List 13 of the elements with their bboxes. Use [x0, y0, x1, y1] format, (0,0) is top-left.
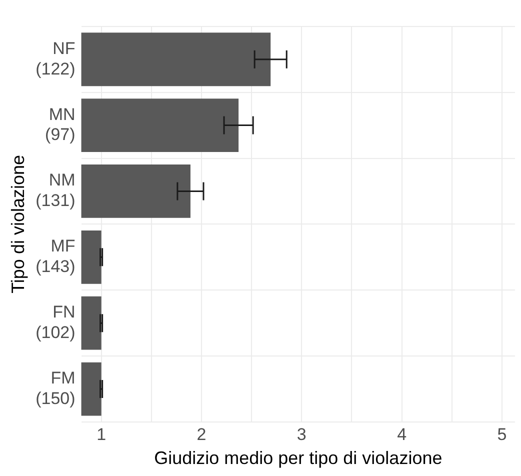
x-tick-label: 5	[497, 424, 507, 444]
x-tick-label: 1	[96, 424, 106, 444]
x-tick-label: 4	[397, 424, 407, 444]
x-tick-label: 3	[296, 424, 306, 444]
y-tick-label: MN (97)	[45, 104, 76, 144]
y-tick-label: FN (102)	[36, 302, 76, 342]
x-axis-title: Giudizio medio per tipo di violazione	[154, 448, 442, 468]
y-tick-label: NM (131)	[36, 170, 76, 210]
y-tick-label: FM (150)	[36, 368, 76, 408]
y-axis-title: Tipo di violazione	[8, 154, 28, 294]
y-tick-label: NF (122)	[36, 38, 76, 78]
x-tick-label: 2	[196, 424, 206, 444]
y-tick-label: MF (143)	[36, 236, 76, 276]
